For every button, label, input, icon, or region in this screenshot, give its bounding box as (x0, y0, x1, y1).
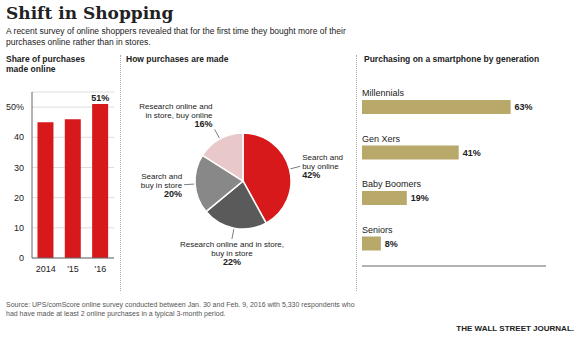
svg-text:Baby Boomers: Baby Boomers (362, 179, 422, 189)
html-text:Shift in Shopping: Shift in Shopping (6, 3, 174, 23)
html-text:Share of purchases made online: Share of purchases made online (6, 54, 85, 74)
html-text:A recent survey of online shop: A recent survey of online shoppers revea… (6, 26, 346, 47)
svg-text:30: 30 (14, 163, 24, 173)
svg-text:20: 20 (14, 193, 24, 203)
svg-text:19%: 19% (411, 193, 429, 203)
svg-text:Research online andin store, b: Research online andin store, buy online1… (139, 102, 213, 129)
svg-text:41%: 41% (463, 148, 481, 158)
svg-text:51%: 51% (91, 93, 109, 103)
svg-text:Research online and in store,b: Research online and in store,buy in stor… (180, 240, 284, 267)
svg-text:2014: 2014 (36, 264, 56, 274)
svg-text:8%: 8% (385, 239, 398, 249)
svg-text:Millennials: Millennials (362, 88, 405, 98)
html-text:How purchases are made: How purchases are made (126, 54, 229, 64)
svg-text:10: 10 (14, 223, 24, 233)
svg-text:50%: 50% (8, 102, 24, 112)
svg-text:Search andbuy online42%: Search andbuy online42% (302, 153, 343, 180)
svg-text:Gen Xers: Gen Xers (362, 134, 401, 144)
svg-text:63%: 63% (515, 102, 533, 112)
svg-text:Search andbuy in store20%: Search andbuy in store20% (141, 172, 183, 199)
svg-text:'16: '16 (94, 264, 106, 274)
html-text:THE WALL STREET JOURNAL.: THE WALL STREET JOURNAL. (456, 324, 574, 333)
html-text:Purchasing on a smartphone by: Purchasing on a smartphone by generation (364, 54, 540, 64)
svg-text:Seniors: Seniors (362, 225, 393, 235)
html-text:Source: UPS/comScore online su: Source: UPS/comScore online survey condu… (6, 301, 355, 317)
svg-text:40: 40 (14, 132, 24, 142)
svg-text:0: 0 (19, 253, 24, 263)
svg-text:'15: '15 (67, 264, 79, 274)
